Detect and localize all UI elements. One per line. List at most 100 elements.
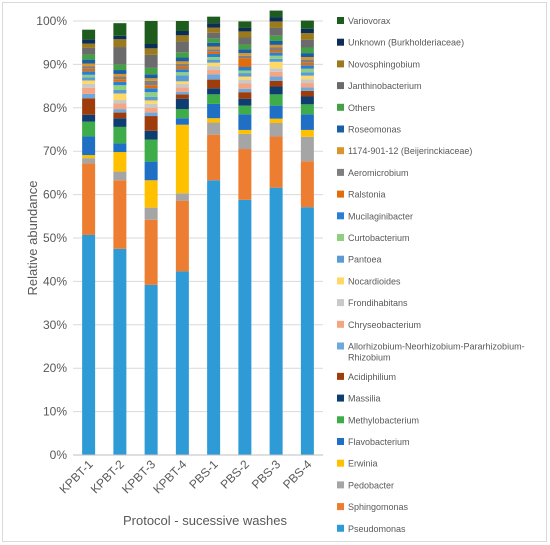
bar-segment[interactable] [144, 139, 158, 162]
bar-segment[interactable] [82, 163, 96, 235]
bar-segment[interactable] [175, 52, 189, 58]
bar-segment[interactable] [207, 70, 221, 75]
bar-segment[interactable] [207, 103, 221, 119]
bar-segment[interactable] [175, 271, 189, 455]
bar-segment[interactable] [269, 61, 283, 69]
bar-segment[interactable] [113, 81, 127, 86]
bar-segment[interactable] [238, 55, 252, 59]
bar-segment[interactable] [269, 50, 283, 53]
bar-segment[interactable] [300, 161, 314, 208]
bar-segment[interactable] [269, 68, 283, 72]
bar-segment[interactable] [300, 96, 314, 105]
bar-segment[interactable] [269, 40, 283, 45]
bar-segment[interactable] [269, 118, 283, 123]
bar-segment[interactable] [144, 161, 158, 181]
bar-segment[interactable] [113, 152, 127, 172]
bar-segment[interactable] [207, 38, 221, 43]
bar-segment[interactable] [207, 57, 221, 60]
bar-segment[interactable] [207, 134, 221, 181]
bar-segment[interactable] [238, 58, 252, 68]
bar-segment[interactable] [144, 103, 158, 108]
bar-segment[interactable] [300, 129, 314, 137]
bar-segment[interactable] [175, 41, 189, 53]
bar-segment[interactable] [82, 43, 96, 48]
bar-segment[interactable] [300, 47, 314, 54]
bar-segment[interactable] [82, 83, 96, 88]
bar-segment[interactable] [300, 136, 314, 162]
bar-segment[interactable] [175, 81, 189, 84]
bar-segment[interactable] [175, 30, 189, 36]
bar-segment[interactable] [113, 23, 127, 36]
bar-segment[interactable] [207, 122, 221, 135]
bar-segment[interactable] [82, 121, 96, 137]
bar-segment[interactable] [269, 136, 283, 188]
bar-segment[interactable] [144, 21, 158, 45]
bar-segment[interactable] [207, 46, 221, 50]
bar-segment[interactable] [269, 122, 283, 137]
bar-segment[interactable] [175, 109, 189, 119]
bar-segment[interactable] [144, 54, 158, 68]
bar-segment[interactable] [238, 44, 252, 50]
bar-segment[interactable] [82, 234, 96, 455]
bar-segment[interactable] [144, 92, 158, 97]
bar-segment[interactable] [82, 68, 96, 72]
bar-segment[interactable] [238, 79, 252, 84]
bar-segment[interactable] [238, 49, 252, 54]
bar-segment[interactable] [144, 219, 158, 285]
bar-segment[interactable] [82, 66, 96, 69]
bar-segment[interactable] [269, 17, 283, 22]
bar-segment[interactable] [113, 73, 127, 77]
bar-segment[interactable] [269, 80, 283, 87]
bar-segment[interactable] [300, 114, 314, 130]
bar-segment[interactable] [144, 44, 158, 49]
bar-segment[interactable] [82, 80, 96, 84]
bar-segment[interactable] [113, 90, 127, 94]
bar-segment[interactable] [269, 44, 283, 48]
bar-segment[interactable] [207, 49, 221, 52]
bar-segment[interactable] [175, 118, 189, 125]
bar-segment[interactable] [207, 32, 221, 39]
bar-segment[interactable] [238, 27, 252, 32]
bar-segment[interactable] [144, 207, 158, 220]
bar-segment[interactable] [238, 199, 252, 455]
bar-segment[interactable] [113, 180, 127, 249]
bar-segment[interactable] [207, 66, 221, 71]
bar-segment[interactable] [207, 79, 221, 89]
bar-segment[interactable] [175, 72, 189, 76]
bar-segment[interactable] [238, 31, 252, 38]
bar-segment[interactable] [207, 59, 221, 63]
bar-segment[interactable] [238, 105, 252, 115]
bar-segment[interactable] [144, 100, 158, 104]
bar-segment[interactable] [113, 99, 127, 104]
bar-segment[interactable] [269, 27, 283, 36]
bar-segment[interactable] [269, 94, 283, 106]
bar-segment[interactable] [82, 63, 96, 67]
bar-segment[interactable] [144, 180, 158, 208]
bar-segment[interactable] [300, 28, 314, 34]
bar-segment[interactable] [238, 53, 252, 56]
bar-segment[interactable] [300, 65, 314, 69]
bar-segment[interactable] [144, 112, 158, 117]
bar-segment[interactable] [269, 76, 283, 81]
bar-segment[interactable] [300, 68, 314, 73]
bar-segment[interactable] [269, 10, 283, 18]
bar-segment[interactable] [300, 33, 314, 40]
bar-segment[interactable] [113, 47, 127, 65]
bar-segment[interactable] [238, 92, 252, 99]
bar-segment[interactable] [238, 37, 252, 45]
bar-segment[interactable] [144, 116, 158, 131]
bar-segment[interactable] [175, 124, 189, 194]
bar-segment[interactable] [238, 83, 252, 89]
bar-segment[interactable] [113, 143, 127, 153]
bar-segment[interactable] [175, 21, 189, 31]
bar-segment[interactable] [175, 91, 189, 95]
bar-segment[interactable] [238, 133, 252, 150]
bar-segment[interactable] [144, 48, 158, 55]
bar-segment[interactable] [175, 75, 189, 82]
bar-segment[interactable] [238, 129, 252, 134]
bar-segment[interactable] [82, 136, 96, 156]
bar-segment[interactable] [113, 93, 127, 100]
bar-segment[interactable] [113, 118, 127, 127]
bar-segment[interactable] [300, 53, 314, 58]
bar-segment[interactable] [113, 79, 127, 82]
